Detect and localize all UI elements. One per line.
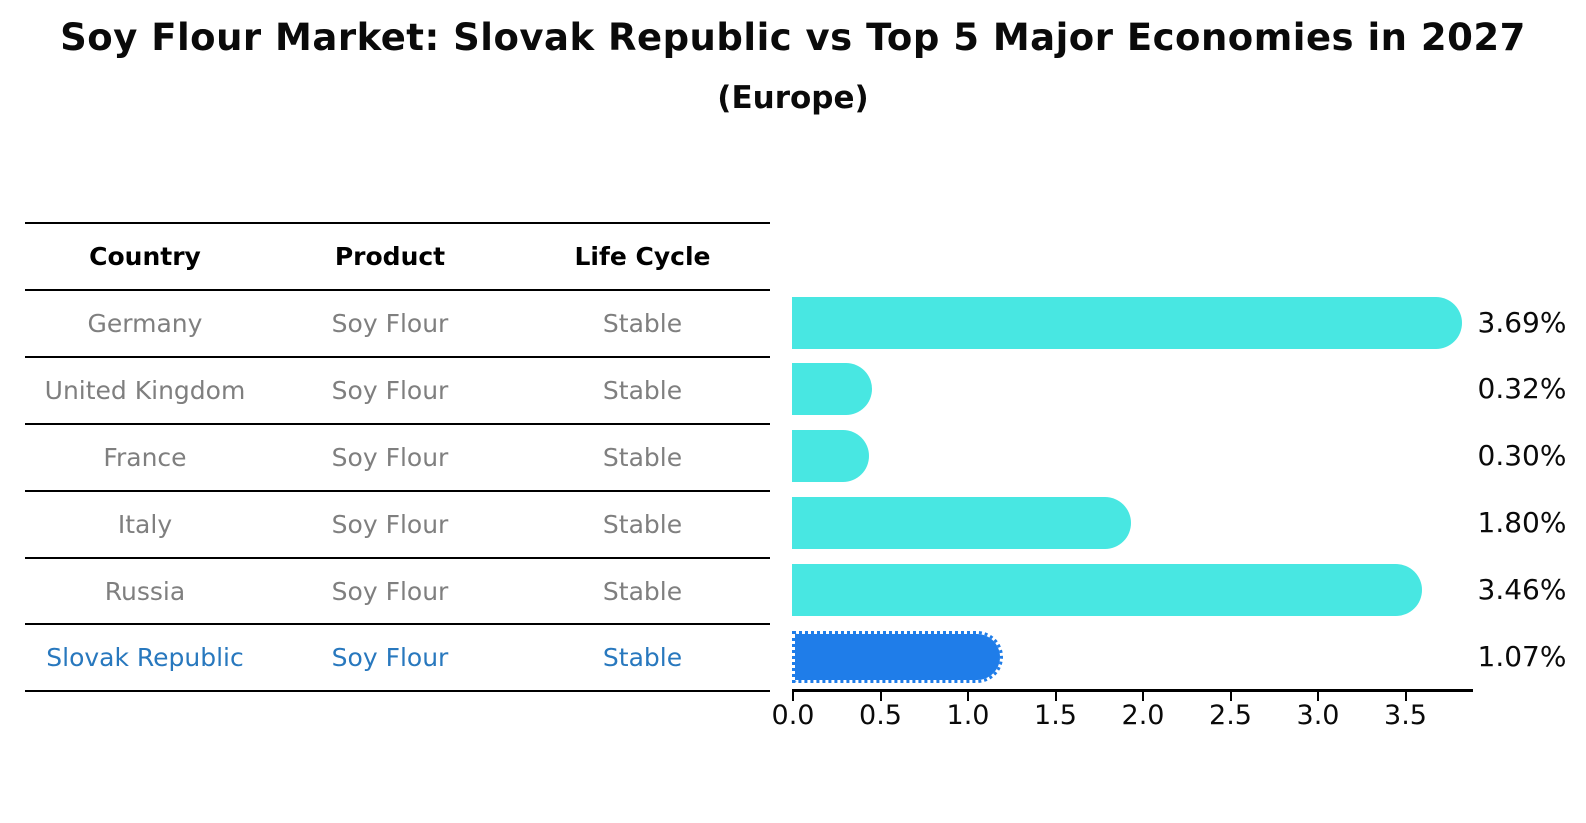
table-bottom-line xyxy=(25,690,770,692)
cell-life-cycle: Stable xyxy=(602,577,683,606)
x-axis-tick xyxy=(1229,691,1232,701)
table-row-united-kingdom: United Kingdom Soy Flour Stable xyxy=(25,356,770,423)
cell-country: Italy xyxy=(117,510,173,539)
table-row-slovak-republic: Slovak Republic Soy Flour Stable xyxy=(25,623,770,690)
value-label: 3.69% xyxy=(1477,305,1567,339)
x-axis-tick xyxy=(1317,691,1319,701)
bar-united-kingdom xyxy=(792,363,872,416)
table-row-russia: Russia Soy Flour Stable xyxy=(25,557,770,624)
x-axis-tick-label: 0.5 xyxy=(859,700,902,731)
cell-product: Soy Flour xyxy=(331,376,449,405)
cell-product: Soy Flour xyxy=(331,443,449,472)
header-life-cycle: Life Cycle xyxy=(574,242,711,271)
value-label: 1.07% xyxy=(1477,640,1567,673)
x-axis-tick-label: 0.0 xyxy=(771,700,815,731)
x-axis-tick xyxy=(1404,691,1407,701)
chart-title: Soy Flour Market: Slovak Republic vs Top… xyxy=(60,16,1526,59)
cell-country: Russia xyxy=(104,577,186,606)
table-row-france: France Soy Flour Stable xyxy=(25,423,770,490)
bar-germany xyxy=(792,296,1462,349)
value-label: 0.32% xyxy=(1477,372,1567,406)
table-header-row: Country Product Life Cycle xyxy=(25,222,770,289)
chart-subtitle: (Europe) xyxy=(717,80,869,116)
x-axis-tick xyxy=(792,691,794,701)
cell-life-cycle: Stable xyxy=(602,443,683,472)
x-axis-tick xyxy=(1054,691,1057,701)
cell-country: France xyxy=(103,443,187,472)
cell-country: Germany xyxy=(87,309,203,338)
cell-product: Soy Flour xyxy=(331,577,449,606)
header-country: Country xyxy=(89,242,201,271)
cell-product: Soy Flour xyxy=(331,643,449,672)
value-label: 1.80% xyxy=(1477,506,1567,540)
x-axis-tick xyxy=(1142,691,1144,701)
cell-country: Slovak Republic xyxy=(46,643,244,672)
cell-life-cycle: Stable xyxy=(602,510,683,539)
cell-life-cycle: Stable xyxy=(602,309,683,338)
cell-product: Soy Flour xyxy=(331,510,449,539)
bar-russia xyxy=(792,564,1422,617)
x-axis-tick-label: 2.5 xyxy=(1209,700,1252,731)
x-axis-tick-label: 3.5 xyxy=(1384,700,1427,731)
cell-life-cycle: Stable xyxy=(602,643,683,672)
x-axis-tick xyxy=(879,691,882,701)
cell-country: United Kingdom xyxy=(44,376,246,405)
x-axis-tick-label: 3.0 xyxy=(1296,700,1340,731)
value-label: 3.46% xyxy=(1477,573,1567,607)
x-axis-tick-label: 2.0 xyxy=(1121,700,1165,731)
table-row-germany: Germany Soy Flour Stable xyxy=(25,289,770,356)
bar-slovak-republic xyxy=(792,631,1003,683)
x-axis-line xyxy=(792,689,1473,692)
value-label: 0.30% xyxy=(1477,439,1567,473)
x-axis-tick-label: 1.5 xyxy=(1034,700,1077,731)
table-row-italy: Italy Soy Flour Stable xyxy=(25,490,770,557)
cell-product: Soy Flour xyxy=(331,309,449,338)
x-axis-tick xyxy=(967,691,969,701)
header-product: Product xyxy=(334,242,446,271)
bar-italy xyxy=(792,497,1131,550)
bar-france xyxy=(792,430,869,483)
cell-life-cycle: Stable xyxy=(602,376,683,405)
x-axis-tick-label: 1.0 xyxy=(946,700,990,731)
